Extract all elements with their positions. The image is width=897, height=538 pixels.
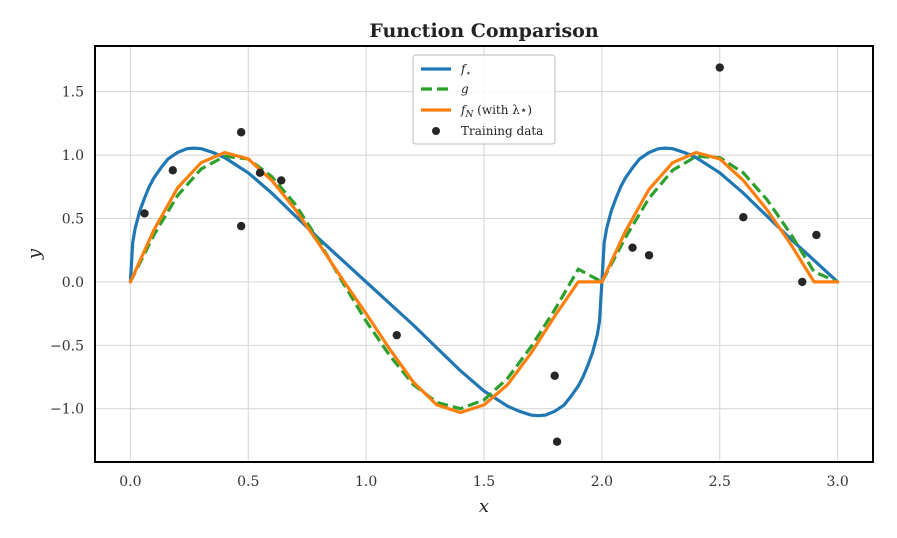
x-tick-label: 0.5 bbox=[237, 474, 259, 490]
training-point bbox=[277, 176, 286, 185]
y-tick-label: −0.5 bbox=[50, 338, 84, 354]
x-tick-label: 1.0 bbox=[355, 474, 377, 490]
scatter-layer bbox=[140, 63, 821, 446]
y-ticks: −1.0 −0.5 0.0 0.5 1.0 1.5 bbox=[50, 85, 84, 418]
training-point bbox=[236, 221, 246, 231]
training-point bbox=[550, 371, 559, 380]
chart-title: Function Comparison bbox=[369, 20, 599, 42]
x-tick-label: 2.5 bbox=[709, 474, 731, 490]
training-point bbox=[255, 168, 265, 178]
y-tick-label: 1.0 bbox=[62, 148, 84, 164]
x-tick-label: 0.0 bbox=[119, 474, 141, 490]
training-point bbox=[628, 243, 637, 252]
legend-label: fN (with λ⋆) bbox=[460, 103, 532, 120]
training-point bbox=[715, 63, 724, 72]
legend-box bbox=[412, 54, 556, 145]
training-point bbox=[392, 330, 401, 340]
x-tick-label: 3.0 bbox=[827, 474, 849, 490]
legend-label: g bbox=[461, 82, 469, 96]
x-ticks: 0.0 0.5 1.0 1.5 2.0 2.5 3.0 bbox=[119, 474, 849, 490]
training-point bbox=[644, 251, 654, 260]
x-tick-label: 1.5 bbox=[473, 474, 495, 490]
training-point bbox=[140, 209, 149, 218]
training-point bbox=[812, 230, 821, 240]
legend-label: f⋆ bbox=[460, 62, 471, 79]
series-line-fn-with- bbox=[128, 150, 840, 415]
y-tick-label: 0.0 bbox=[62, 275, 84, 291]
y-tick-label: 1.5 bbox=[62, 85, 84, 101]
legend: f⋆ g fN (with λ⋆) Training data bbox=[412, 54, 556, 145]
y-tick-label: −1.0 bbox=[50, 402, 84, 418]
series-layer bbox=[128, 146, 840, 418]
y-tick-label: 0.5 bbox=[62, 211, 84, 227]
x-tick-label: 2.0 bbox=[591, 474, 613, 490]
training-point bbox=[168, 166, 177, 175]
x-axis-label: x bbox=[479, 496, 489, 517]
legend-swatch-point bbox=[432, 127, 440, 135]
series-line-f- bbox=[128, 146, 840, 418]
training-point bbox=[739, 213, 748, 222]
training-point bbox=[798, 277, 807, 287]
plot-frame bbox=[94, 45, 874, 463]
training-point bbox=[552, 437, 562, 446]
training-point bbox=[236, 128, 246, 137]
y-axis-label: y bbox=[24, 248, 45, 260]
legend-label: Training data bbox=[461, 124, 543, 138]
